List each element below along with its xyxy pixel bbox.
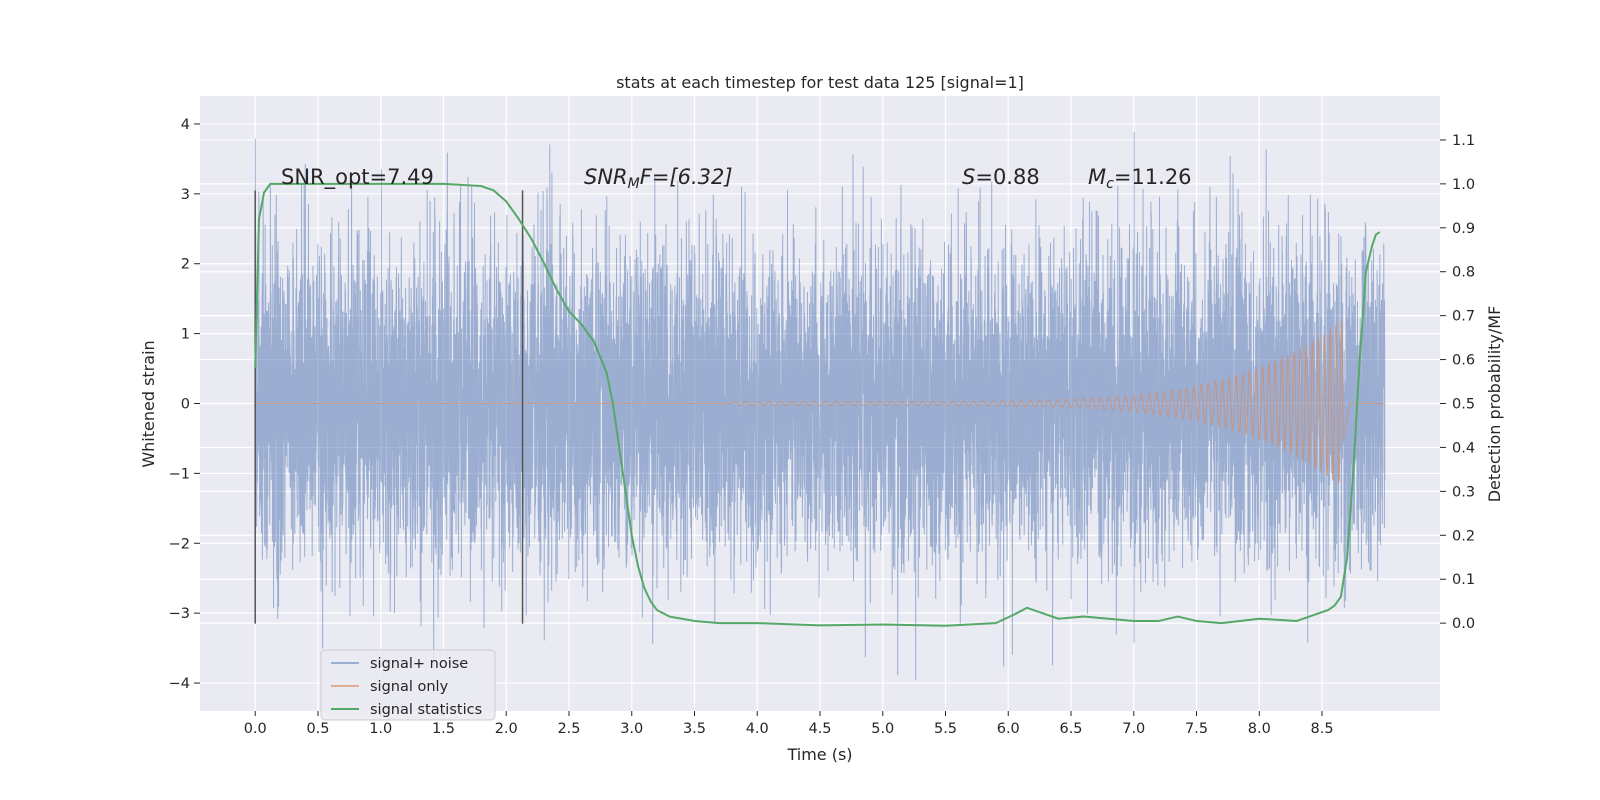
y-tick-label: 3 (181, 187, 190, 203)
legend-label-signal-only: signal only (370, 679, 449, 695)
vertical-markers (254, 190, 524, 624)
x-tick-label: 5.5 (934, 721, 957, 737)
x-tick-label: 8.5 (1310, 721, 1333, 737)
x-tick-label: 4.0 (746, 721, 769, 737)
annotation-mc: Mc=11.26 (1088, 165, 1192, 192)
y-axis-ticks: 4 3 2 1 0 −1 −2 −3 −4 (169, 117, 200, 692)
y-right-tick-label: 0.4 (1452, 440, 1475, 456)
x-tick-label: 6.0 (997, 721, 1020, 737)
annotation-snr-mf-main: SNR (584, 165, 628, 189)
x-tick-label: 1.0 (369, 721, 392, 737)
annotation-snr-opt: SNR_opt=7.49 (281, 165, 434, 190)
legend-box (320, 649, 496, 721)
y-right-tick-label: 0.0 (1452, 616, 1475, 632)
legend-label-signal-statistics: signal statistics (370, 702, 482, 718)
annotation-s: S=0.88 (962, 165, 1040, 189)
y-right-tick-label: 0.2 (1452, 528, 1475, 544)
y-tick-label: −2 (169, 536, 190, 552)
y-tick-label: −4 (169, 676, 190, 692)
legend: signal+ noise signal only signal statist… (320, 649, 496, 721)
y-right-tick-label: 0.6 (1452, 353, 1475, 369)
y-right-tick-label: 1.0 (1452, 177, 1475, 193)
y-axis-right-ticks: 1.1 1.0 0.9 0.8 0.7 0.6 0.5 0.4 0.3 0.2 0.1 0.0 (1440, 133, 1475, 632)
y-tick-label: −1 (169, 466, 190, 482)
series-signal-noise (254, 131, 1386, 681)
x-tick-label: 4.5 (808, 721, 831, 737)
annotation-s-main: S (962, 165, 975, 189)
y-right-tick-label: 0.3 (1452, 484, 1475, 500)
annotation-s-rest: =0.88 (975, 165, 1039, 189)
x-tick-label: 6.5 (1059, 721, 1082, 737)
annotation-mc-main: M (1088, 165, 1106, 189)
y-axis-right-label: Detection probability/MF (1485, 306, 1504, 503)
y-right-tick-label: 0.5 (1452, 397, 1475, 413)
y-axis-label: Whitened strain (139, 340, 158, 467)
signal-only-line (255, 320, 1385, 484)
x-tick-label: 8.0 (1248, 721, 1271, 737)
y-right-tick-label: 0.8 (1452, 265, 1475, 281)
y-tick-label: −3 (169, 606, 190, 622)
x-tick-label: 5.0 (871, 721, 894, 737)
annotation-mc-sub: c (1106, 176, 1114, 192)
series-signal-only (255, 320, 1385, 484)
x-tick-label: 1.5 (432, 721, 455, 737)
x-tick-label: 0.0 (244, 721, 267, 737)
legend-label-signal-noise: signal+ noise (370, 656, 468, 672)
signal-statistics-line (254, 182, 1381, 627)
x-tick-label: 7.0 (1122, 721, 1145, 737)
annotation-snr-mf-sub: M (628, 176, 640, 192)
chart-title: stats at each timestep for test data 125… (616, 73, 1024, 92)
y-right-tick-label: 1.1 (1452, 133, 1475, 149)
series-signal-statistics (254, 182, 1381, 627)
x-tick-label: 0.5 (306, 721, 329, 737)
y-right-tick-label: 0.1 (1452, 572, 1475, 588)
x-tick-label: 2.0 (495, 721, 518, 737)
x-axis-label: Time (s) (786, 745, 852, 764)
signal-noise-line (254, 131, 1386, 681)
x-tick-label: 7.5 (1185, 721, 1208, 737)
y-tick-label: 4 (181, 117, 190, 133)
x-tick-label: 3.5 (683, 721, 706, 737)
y-tick-label: 1 (181, 327, 190, 343)
y-tick-label: 0 (181, 397, 190, 413)
annotation-snr-mf: SNRMF=[6.32] (584, 165, 733, 192)
y-right-tick-label: 0.9 (1452, 221, 1475, 237)
y-right-tick-label: 0.7 (1452, 309, 1475, 325)
annotation-mc-rest: =11.26 (1114, 165, 1192, 189)
annotations: SNR_opt=7.49 SNRMF=[6.32] S=0.88 Mc=11.2… (281, 165, 1192, 192)
y-tick-label: 2 (181, 257, 190, 273)
annotation-snr-mf-rest: F=[6.32] (640, 165, 733, 189)
x-tick-label: 2.5 (557, 721, 580, 737)
x-axis-ticks: 0.0 0.5 1.0 1.5 2.0 2.5 3.0 3.5 4.0 4.5 5.0 5.5 6.0 6… (244, 711, 1334, 737)
x-tick-label: 3.0 (620, 721, 643, 737)
